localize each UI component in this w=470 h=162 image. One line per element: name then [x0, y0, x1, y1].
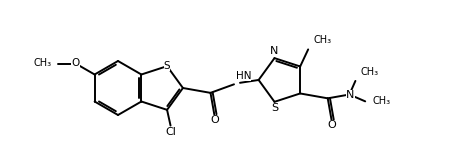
Text: CH₃: CH₃ — [372, 96, 390, 106]
Text: N: N — [346, 90, 354, 99]
Text: O: O — [210, 115, 219, 125]
Text: S: S — [164, 61, 170, 71]
Text: O: O — [71, 58, 80, 69]
Text: CH₃: CH₃ — [33, 58, 52, 69]
Text: HN: HN — [236, 71, 251, 81]
Text: S: S — [271, 103, 278, 113]
Text: CH₃: CH₃ — [313, 35, 331, 45]
Text: Cl: Cl — [165, 127, 176, 137]
Text: O: O — [327, 120, 336, 130]
Text: N: N — [270, 46, 279, 56]
Text: CH₃: CH₃ — [360, 67, 378, 77]
